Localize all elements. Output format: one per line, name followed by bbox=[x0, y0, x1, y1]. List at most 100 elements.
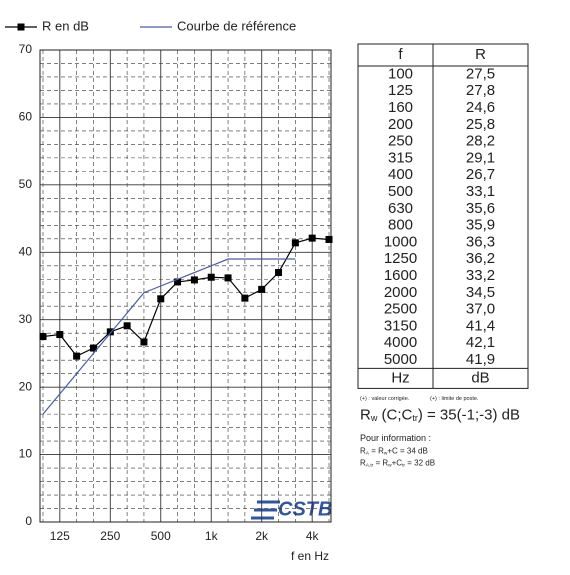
table-cell: 500 bbox=[388, 183, 413, 200]
y-tick-label: 20 bbox=[19, 379, 33, 393]
x-tick-label: 125 bbox=[50, 529, 70, 543]
table-cell: 42,1 bbox=[466, 334, 495, 351]
table-cell: 1250 bbox=[384, 250, 417, 267]
rating: Rw (C;Ctr) = 35(-1;-3) dB bbox=[360, 406, 520, 423]
info-line-part: = R bbox=[373, 459, 388, 468]
table-cell: 29,1 bbox=[466, 149, 495, 166]
table-cell: 5000 bbox=[384, 351, 417, 368]
table-cell: 200 bbox=[388, 116, 413, 133]
data-point bbox=[275, 269, 283, 277]
data-point bbox=[325, 235, 333, 243]
table-cell: 800 bbox=[388, 217, 413, 234]
table-cell: 34,5 bbox=[466, 284, 495, 301]
plot-frame bbox=[39, 49, 332, 523]
series-line bbox=[42, 258, 296, 415]
x-axis-label: f en Hz bbox=[291, 549, 329, 563]
table-cell: 2000 bbox=[384, 284, 417, 301]
info-line-part: w bbox=[388, 464, 392, 469]
info-line-part: = 32 dB bbox=[405, 459, 435, 468]
info-line: RA,tr = Rw+Ctr = 32 dB bbox=[360, 459, 435, 469]
rating-part: (C;C bbox=[377, 406, 412, 423]
info-line-part: A,tr bbox=[366, 463, 374, 469]
table-cell: 1000 bbox=[384, 233, 417, 250]
table-cell: 160 bbox=[388, 99, 413, 116]
table-cell: 27,5 bbox=[466, 65, 495, 82]
table-frame bbox=[357, 43, 529, 389]
table-cell: 28,2 bbox=[466, 133, 495, 150]
data-point bbox=[73, 352, 81, 360]
table-cell: 36,3 bbox=[466, 233, 495, 250]
info-line-part: R bbox=[360, 447, 366, 456]
table-cell: 41,9 bbox=[466, 351, 495, 368]
table-cell: 315 bbox=[388, 149, 413, 166]
y-tick-label: 30 bbox=[19, 312, 33, 326]
rating-part: ) = 35(-1;-3) dB bbox=[418, 406, 520, 423]
table-header: R bbox=[475, 46, 486, 63]
y-tick-label: 60 bbox=[19, 110, 33, 124]
info-line: RA = Rw+C = 34 dB bbox=[360, 447, 428, 457]
data-point bbox=[140, 338, 148, 346]
x-tick-label: 250 bbox=[100, 529, 120, 543]
table-footer: dB bbox=[471, 369, 489, 386]
legend-label: Courbe de référence bbox=[177, 18, 296, 33]
rating-part: w bbox=[370, 414, 378, 424]
data-point bbox=[291, 239, 299, 247]
info-line-part: R bbox=[360, 459, 366, 468]
info-line-part: w bbox=[384, 452, 388, 457]
data-point bbox=[190, 276, 198, 284]
table-cell: 37,0 bbox=[466, 301, 495, 318]
data-point bbox=[224, 274, 232, 282]
data-point bbox=[241, 294, 249, 302]
table-cell: 400 bbox=[388, 166, 413, 183]
x-tick-label: 1k bbox=[205, 529, 219, 543]
data-point bbox=[56, 331, 64, 339]
info-title: Pour information : bbox=[360, 433, 431, 443]
table-cell: 4000 bbox=[384, 334, 417, 351]
table-cell: 41,4 bbox=[466, 317, 495, 334]
table-cell: 35,9 bbox=[466, 217, 495, 234]
y-tick-label: 70 bbox=[19, 42, 33, 56]
y-tick-label: 40 bbox=[19, 244, 33, 258]
logo-text: CSTB bbox=[278, 498, 332, 520]
y-tick-label: 10 bbox=[19, 447, 33, 461]
info-line-part: A bbox=[366, 451, 370, 457]
rating-part: tr bbox=[412, 414, 418, 424]
data-point bbox=[258, 285, 266, 293]
data-point bbox=[39, 333, 47, 341]
table-cell: 36,2 bbox=[466, 250, 495, 267]
data-point bbox=[308, 234, 316, 242]
table-cell: 33,2 bbox=[466, 267, 495, 284]
table-cell: 24,6 bbox=[466, 99, 495, 116]
info-line-part: +C = 34 dB bbox=[387, 447, 427, 456]
info-line-part: tr bbox=[402, 463, 405, 469]
y-tick-label: 0 bbox=[25, 514, 32, 528]
info-line-part: = R bbox=[369, 447, 384, 456]
data-point bbox=[207, 273, 215, 281]
table-cell: 1600 bbox=[384, 267, 417, 284]
table-cell: 250 bbox=[388, 133, 413, 150]
data-point bbox=[123, 322, 131, 330]
data-point bbox=[174, 278, 182, 286]
table-footer: Hz bbox=[391, 369, 409, 386]
y-tick-label: 50 bbox=[19, 177, 33, 191]
table-cell: 25,8 bbox=[466, 116, 495, 133]
table-cell: 125 bbox=[388, 82, 413, 99]
table-cell: 26,7 bbox=[466, 166, 495, 183]
x-tick-label: 500 bbox=[151, 529, 171, 543]
note: (+) : limite de poste. bbox=[430, 396, 479, 402]
table-header: f bbox=[398, 46, 403, 63]
data-point bbox=[157, 295, 165, 303]
data-point bbox=[106, 328, 114, 336]
table-cell: 35,6 bbox=[466, 200, 495, 217]
table-cell: 27,8 bbox=[466, 82, 495, 99]
x-tick-label: 4k bbox=[306, 529, 320, 543]
note: (+) : valeur corrigée. bbox=[360, 396, 410, 402]
legend-marker bbox=[17, 23, 25, 31]
legend-label: R en dB bbox=[42, 18, 89, 33]
table-cell: 2500 bbox=[384, 301, 417, 318]
x-tick-label: 2k bbox=[255, 529, 269, 543]
logo: CSTB bbox=[251, 498, 332, 520]
table-cell: 3150 bbox=[384, 317, 417, 334]
table-cell: 630 bbox=[388, 200, 413, 217]
